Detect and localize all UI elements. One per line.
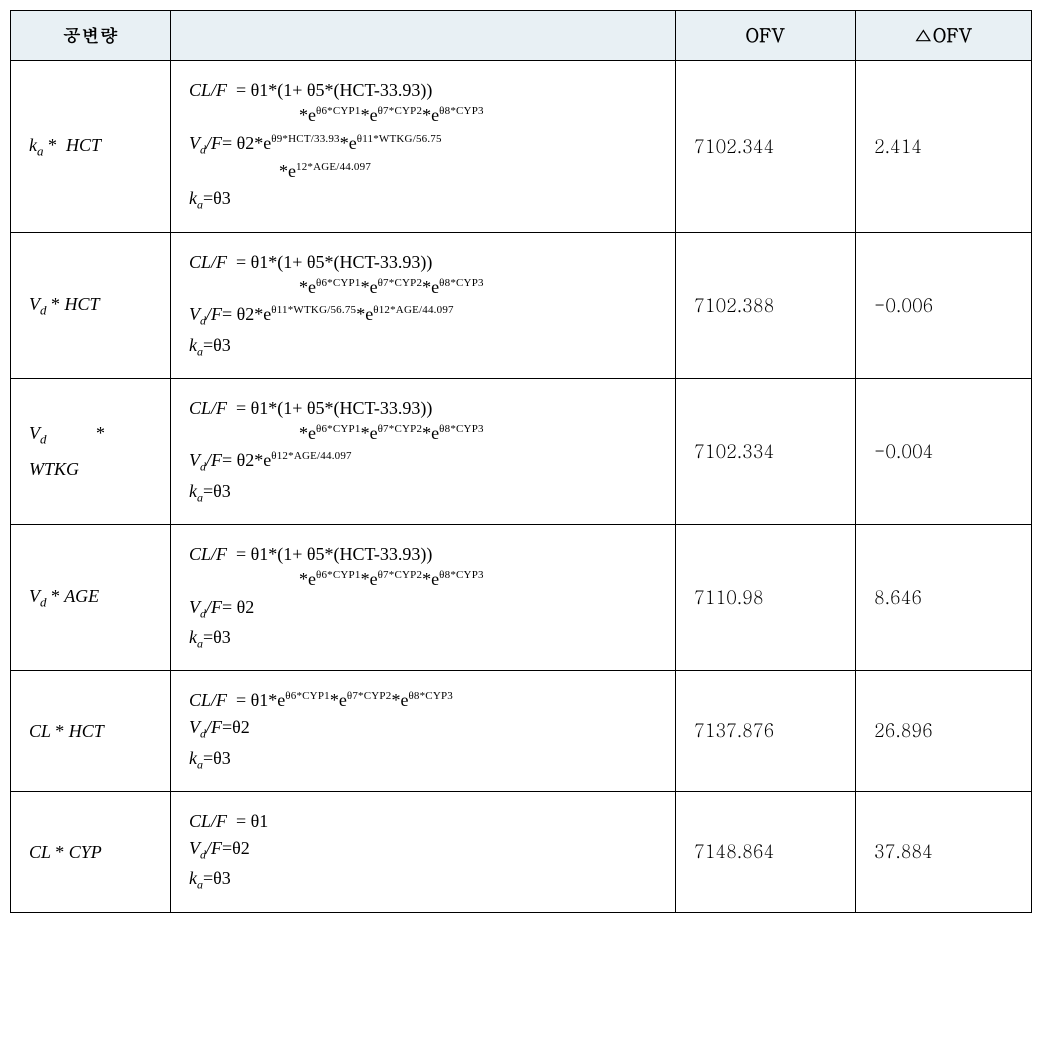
formula-cell: CL/F = θ1*eθ6*CYP1*eθ7*CYP2*eθ8*CYP3Vd/F…: [171, 671, 676, 792]
formula-cell: CL/F = θ1*(1+ θ5*(HCT-33.93))*eθ6*CYP1*e…: [171, 378, 676, 524]
dofv-cell: 2.414: [856, 61, 1032, 233]
header-covariate: 공변량: [11, 11, 171, 61]
formula-cell: CL/F = θ1*(1+ θ5*(HCT-33.93))*eθ6*CYP1*e…: [171, 61, 676, 233]
dofv-cell: 37.884: [856, 791, 1032, 912]
dofv-cell: -0.006: [856, 232, 1032, 378]
ofv-cell: 7102.388: [676, 232, 856, 378]
covariate-cell: CL * CYP: [11, 791, 171, 912]
table-row: Vd * AGE CL/F = θ1*(1+ θ5*(HCT-33.93))*e…: [11, 524, 1032, 670]
covariate-cell: CL * HCT: [11, 671, 171, 792]
table-header-row: 공변량 OFV △OFV: [11, 11, 1032, 61]
ofv-cell: 7102.334: [676, 378, 856, 524]
table-body: ka * HCT CL/F = θ1*(1+ θ5*(HCT-33.93))*e…: [11, 61, 1032, 913]
dofv-cell: 8.646: [856, 524, 1032, 670]
formula-cell: CL/F = θ1*(1+ θ5*(HCT-33.93))*eθ6*CYP1*e…: [171, 232, 676, 378]
ofv-cell: 7110.98: [676, 524, 856, 670]
formula-cell: CL/F = θ1Vd/F=θ2ka=θ3: [171, 791, 676, 912]
covariate-cell: Vd * AGE: [11, 524, 171, 670]
covariate-table: 공변량 OFV △OFV ka * HCT CL/F = θ1*(1+ θ5*(…: [10, 10, 1032, 913]
header-formula: [171, 11, 676, 61]
header-dofv: △OFV: [856, 11, 1032, 61]
table-row: ka * HCT CL/F = θ1*(1+ θ5*(HCT-33.93))*e…: [11, 61, 1032, 233]
table-row: CL * HCT CL/F = θ1*eθ6*CYP1*eθ7*CYP2*eθ8…: [11, 671, 1032, 792]
dofv-cell: 26.896: [856, 671, 1032, 792]
dofv-cell: -0.004: [856, 378, 1032, 524]
ofv-cell: 7102.344: [676, 61, 856, 233]
covariate-cell: ka * HCT: [11, 61, 171, 233]
table-row: Vd * HCT CL/F = θ1*(1+ θ5*(HCT-33.93))*e…: [11, 232, 1032, 378]
ofv-cell: 7148.864: [676, 791, 856, 912]
table-row: Vd *WTKG CL/F = θ1*(1+ θ5*(HCT-33.93))*e…: [11, 378, 1032, 524]
table-row: CL * CYP CL/F = θ1Vd/F=θ2ka=θ3 7148.864 …: [11, 791, 1032, 912]
ofv-cell: 7137.876: [676, 671, 856, 792]
covariate-cell: Vd *WTKG: [11, 378, 171, 524]
formula-cell: CL/F = θ1*(1+ θ5*(HCT-33.93))*eθ6*CYP1*e…: [171, 524, 676, 670]
covariate-cell: Vd * HCT: [11, 232, 171, 378]
header-ofv: OFV: [676, 11, 856, 61]
